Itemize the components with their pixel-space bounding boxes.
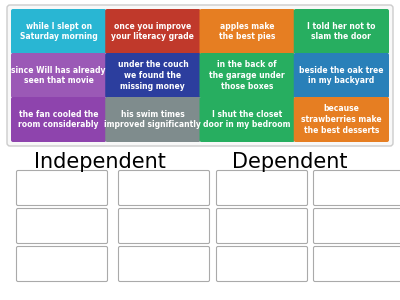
Text: while I slept on
Saturday morning: while I slept on Saturday morning xyxy=(20,22,98,41)
FancyBboxPatch shape xyxy=(118,170,210,206)
FancyBboxPatch shape xyxy=(200,97,295,142)
FancyBboxPatch shape xyxy=(105,53,200,98)
FancyBboxPatch shape xyxy=(200,9,295,54)
FancyBboxPatch shape xyxy=(294,53,389,98)
FancyBboxPatch shape xyxy=(11,53,106,98)
FancyBboxPatch shape xyxy=(7,5,393,146)
FancyBboxPatch shape xyxy=(314,170,400,206)
Text: beside the oak tree
in my backyard: beside the oak tree in my backyard xyxy=(299,66,384,86)
Text: Independent: Independent xyxy=(34,152,166,172)
FancyBboxPatch shape xyxy=(11,97,106,142)
FancyBboxPatch shape xyxy=(216,247,308,281)
Text: once you improve
your literacy grade: once you improve your literacy grade xyxy=(112,22,194,41)
Text: because
strawberries make
the best desserts: because strawberries make the best desse… xyxy=(301,104,382,135)
FancyBboxPatch shape xyxy=(216,208,308,244)
Text: the fan cooled the
room considerably: the fan cooled the room considerably xyxy=(18,110,99,129)
Text: since Will has already
seen that movie: since Will has already seen that movie xyxy=(11,66,106,86)
Text: under the couch
we found the
missing money: under the couch we found the missing mon… xyxy=(118,60,188,91)
FancyBboxPatch shape xyxy=(105,97,200,142)
Text: his swim times
improved significantly: his swim times improved significantly xyxy=(104,110,201,129)
FancyBboxPatch shape xyxy=(216,170,308,206)
Text: in the back of
the garage under
those boxes: in the back of the garage under those bo… xyxy=(209,60,285,91)
FancyBboxPatch shape xyxy=(105,9,200,54)
Text: I shut the closet
door in my bedroom: I shut the closet door in my bedroom xyxy=(203,110,291,129)
FancyBboxPatch shape xyxy=(118,208,210,244)
FancyBboxPatch shape xyxy=(16,247,108,281)
Text: Dependent: Dependent xyxy=(232,152,348,172)
FancyBboxPatch shape xyxy=(294,9,389,54)
FancyBboxPatch shape xyxy=(314,247,400,281)
FancyBboxPatch shape xyxy=(16,208,108,244)
FancyBboxPatch shape xyxy=(16,170,108,206)
FancyBboxPatch shape xyxy=(11,9,106,54)
FancyBboxPatch shape xyxy=(200,53,295,98)
Text: apples make
the best pies: apples make the best pies xyxy=(219,22,275,41)
FancyBboxPatch shape xyxy=(294,97,389,142)
Text: I told her not to
slam the door: I told her not to slam the door xyxy=(307,22,376,41)
FancyBboxPatch shape xyxy=(118,247,210,281)
FancyBboxPatch shape xyxy=(314,208,400,244)
